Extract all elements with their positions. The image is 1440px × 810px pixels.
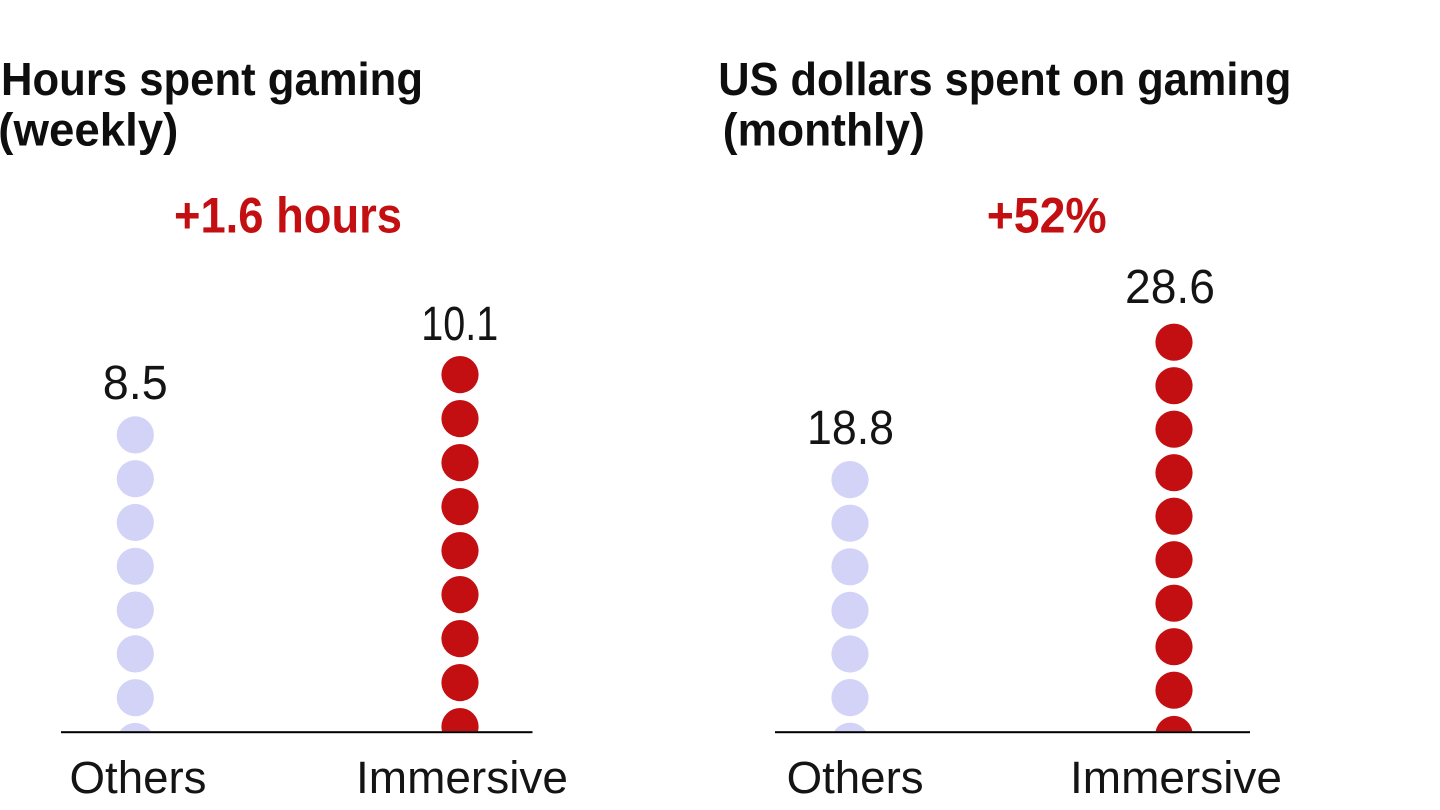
svg-text:Others: Others <box>70 752 207 803</box>
svg-text:8.5: 8.5 <box>103 356 168 410</box>
svg-text:10.1: 10.1 <box>421 297 498 351</box>
svg-text:Others: Others <box>787 752 924 803</box>
svg-text:(monthly): (monthly) <box>723 104 925 156</box>
svg-text:Immersive: Immersive <box>356 752 568 803</box>
svg-text:+1.6 hours: +1.6 hours <box>174 187 402 244</box>
svg-text:Immersive: Immersive <box>1070 752 1282 803</box>
svg-text:18.8: 18.8 <box>807 401 894 455</box>
svg-text:28.6: 28.6 <box>1125 260 1215 314</box>
svg-text:US dollars spent on gaming: US dollars spent on gaming <box>718 53 1291 105</box>
svg-text:Hours spent gaming: Hours spent gaming <box>1 53 423 105</box>
svg-text:(weekly): (weekly) <box>0 104 178 156</box>
svg-text:+52%: +52% <box>987 187 1107 244</box>
